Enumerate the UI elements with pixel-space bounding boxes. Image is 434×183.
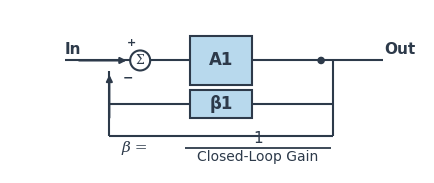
Circle shape <box>317 57 323 64</box>
Text: In: In <box>65 42 81 57</box>
Text: −: − <box>122 71 133 84</box>
Text: +: + <box>127 38 136 48</box>
Text: A1: A1 <box>208 51 233 70</box>
Text: β1: β1 <box>209 95 232 113</box>
Text: Out: Out <box>383 42 414 57</box>
FancyBboxPatch shape <box>190 36 251 85</box>
Text: Closed-Loop Gain: Closed-Loop Gain <box>197 150 318 165</box>
Text: Σ: Σ <box>135 54 144 67</box>
FancyBboxPatch shape <box>190 90 251 118</box>
Text: 1: 1 <box>253 131 262 146</box>
Text: β =: β = <box>121 141 148 155</box>
